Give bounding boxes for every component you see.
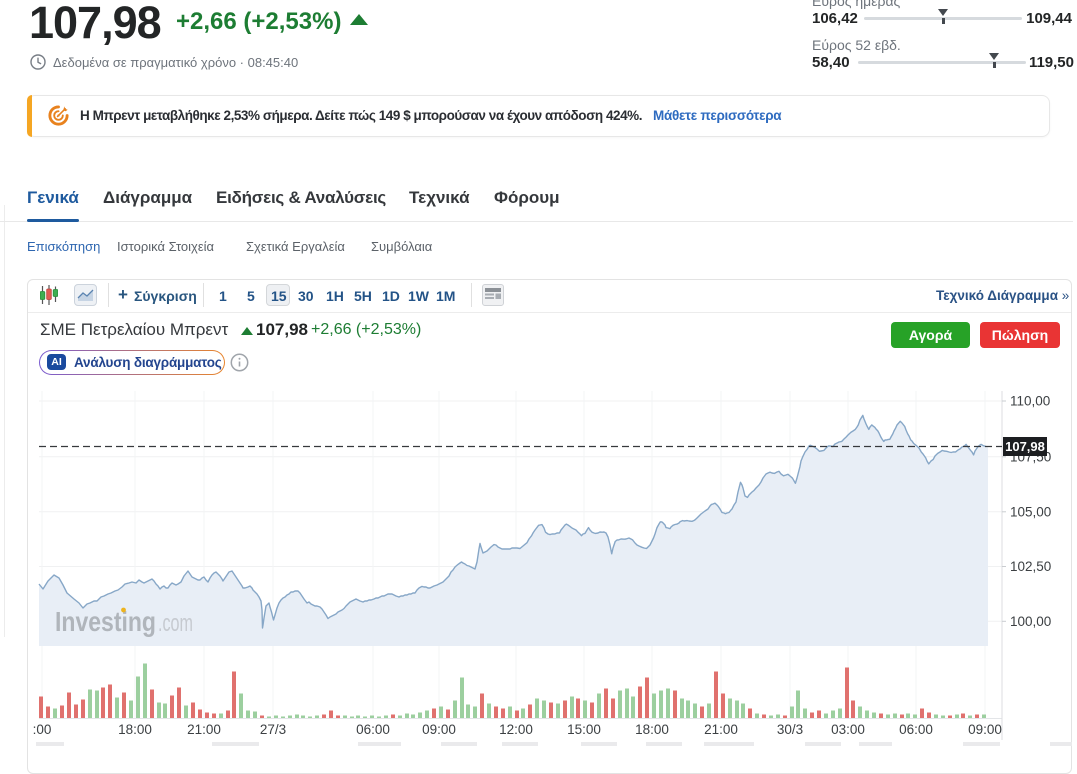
svg-text:21:00: 21:00 — [704, 722, 738, 737]
svg-text:30/3: 30/3 — [777, 722, 803, 737]
svg-text:100,00: 100,00 — [1010, 614, 1051, 629]
svg-text:18:00: 18:00 — [118, 722, 152, 737]
svg-text:21:00: 21:00 — [187, 722, 221, 737]
svg-text:12:00: 12:00 — [499, 722, 533, 737]
svg-text:102,50: 102,50 — [1010, 559, 1051, 574]
svg-text:06:00: 06:00 — [899, 722, 933, 737]
svg-text:107,98: 107,98 — [1005, 439, 1045, 454]
svg-text::00: :00 — [33, 722, 52, 737]
svg-text:.com: .com — [158, 610, 193, 637]
svg-text:Investing: Investing — [55, 606, 156, 637]
svg-text:09:00: 09:00 — [422, 722, 456, 737]
svg-text:27/3: 27/3 — [260, 722, 286, 737]
svg-text:06:00: 06:00 — [356, 722, 390, 737]
svg-text:105,00: 105,00 — [1010, 504, 1051, 519]
svg-text:18:00: 18:00 — [635, 722, 669, 737]
svg-text:110,00: 110,00 — [1010, 394, 1050, 409]
svg-text:15:00: 15:00 — [567, 722, 601, 737]
svg-text:03:00: 03:00 — [831, 722, 865, 737]
svg-text:09:00: 09:00 — [968, 722, 1002, 737]
